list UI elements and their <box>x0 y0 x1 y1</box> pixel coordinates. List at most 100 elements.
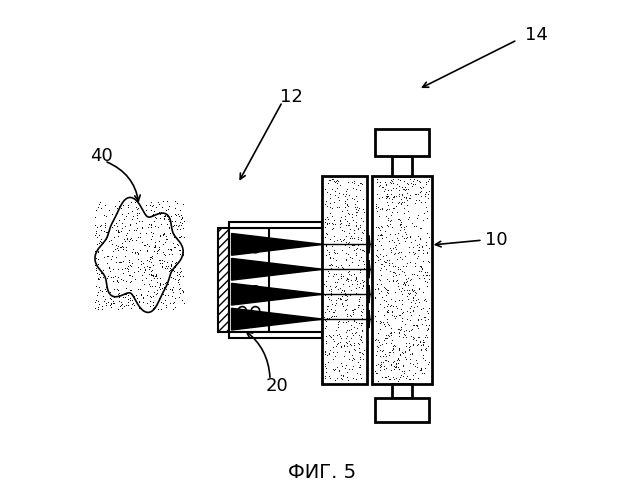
Point <box>405 234 415 241</box>
Point <box>171 268 182 276</box>
Point <box>392 256 402 264</box>
Point <box>422 194 433 202</box>
Point <box>112 222 122 230</box>
Point <box>118 246 128 254</box>
Point <box>144 280 155 288</box>
Point <box>421 188 431 196</box>
Point <box>162 258 172 266</box>
Point <box>404 192 415 200</box>
Point <box>147 210 158 218</box>
Point <box>392 234 402 241</box>
Point <box>415 338 425 346</box>
Point <box>95 286 105 294</box>
Point <box>410 175 420 183</box>
Point <box>159 230 169 237</box>
Point <box>166 212 176 220</box>
Point <box>325 332 335 340</box>
Point <box>416 346 426 354</box>
Point <box>382 190 392 198</box>
Point <box>333 274 343 282</box>
Point <box>325 346 336 354</box>
Point <box>125 296 135 304</box>
Point <box>109 294 119 302</box>
Polygon shape <box>231 284 323 305</box>
Point <box>408 371 418 379</box>
Point <box>415 188 426 196</box>
Point <box>166 246 176 254</box>
Point <box>415 224 426 232</box>
Point <box>417 271 428 279</box>
Point <box>321 246 332 254</box>
Point <box>167 216 177 224</box>
Point <box>386 360 396 368</box>
Point <box>384 256 394 264</box>
Point <box>120 284 131 292</box>
Point <box>350 273 361 281</box>
Point <box>167 288 178 296</box>
Point <box>150 238 160 246</box>
Point <box>349 234 359 241</box>
Point <box>93 297 103 305</box>
Point <box>420 364 430 372</box>
Point <box>383 331 393 339</box>
Point <box>328 348 338 356</box>
Point <box>90 231 100 239</box>
Point <box>149 302 159 310</box>
Point <box>151 278 162 286</box>
Point <box>391 360 401 368</box>
Point <box>375 232 386 239</box>
Point <box>160 264 170 272</box>
Point <box>355 240 366 248</box>
Point <box>136 304 146 312</box>
Point <box>395 286 406 294</box>
Point <box>330 282 341 290</box>
Point <box>371 224 381 232</box>
Point <box>130 275 140 283</box>
Point <box>344 354 354 362</box>
Point <box>387 198 397 206</box>
Point <box>138 264 149 272</box>
Point <box>327 175 337 183</box>
Point <box>93 300 104 308</box>
Point <box>156 208 167 216</box>
Point <box>408 248 418 256</box>
Point <box>383 289 393 297</box>
Point <box>396 223 406 231</box>
Point <box>341 342 352 349</box>
Point <box>347 356 357 364</box>
Point <box>149 242 160 250</box>
Point <box>341 338 351 345</box>
Point <box>423 176 433 184</box>
Point <box>131 291 141 299</box>
Point <box>322 230 332 238</box>
Point <box>96 270 106 278</box>
Point <box>132 214 142 222</box>
Point <box>386 328 396 336</box>
Point <box>344 348 354 356</box>
Point <box>113 274 123 281</box>
Point <box>150 212 160 220</box>
Point <box>124 256 134 264</box>
Point <box>341 222 351 230</box>
Point <box>418 184 428 192</box>
Point <box>404 214 414 222</box>
Point <box>158 298 168 306</box>
Point <box>112 290 122 298</box>
Point <box>373 284 383 292</box>
Point <box>399 308 409 316</box>
Point <box>350 328 360 336</box>
Point <box>408 336 419 344</box>
Point <box>325 194 335 202</box>
Point <box>330 248 340 256</box>
Point <box>415 264 426 272</box>
Point <box>324 308 334 316</box>
Point <box>325 176 335 184</box>
Point <box>404 308 415 316</box>
Point <box>383 214 393 222</box>
Point <box>386 210 396 218</box>
Point <box>389 362 399 370</box>
Point <box>332 202 342 210</box>
Point <box>414 284 424 292</box>
Point <box>421 240 431 248</box>
Point <box>92 240 102 248</box>
